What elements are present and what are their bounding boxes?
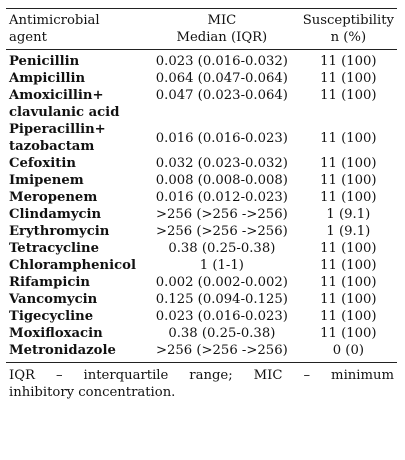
agent-name-line: Piperacillin+ <box>9 122 106 137</box>
table-row: Penicillin 0.023 (0.016-0.032) 11 (100) <box>6 50 397 71</box>
cell-susceptibility: 11 (100) <box>320 258 377 273</box>
cell-mic: 0.023 (0.016-0.023) <box>155 309 288 324</box>
agent-name-line: Meropenem <box>9 190 98 205</box>
agent-name-line: Ampicillin <box>9 71 86 86</box>
table-row: Moxifloxacin 0.38 (0.25-0.38) 11 (100) <box>6 325 397 342</box>
cell-mic: 0.125 (0.094-0.125) <box>155 292 288 307</box>
agent-name-line: Moxifloxacin <box>9 326 103 341</box>
cell-agent: Tetracycline <box>6 240 144 257</box>
footnote-line2: inhibitory concentration. <box>9 385 176 400</box>
cell-susceptibility: 11 (100) <box>320 326 377 341</box>
table-row: Cefoxitin 0.032 (0.023-0.032) 11 (100) <box>6 155 397 172</box>
cell-agent: Piperacillin+ tazobactam <box>6 121 144 155</box>
cell-agent: Vancomycin <box>6 291 144 308</box>
cell-mic: 0.032 (0.023-0.032) <box>155 156 288 171</box>
cell-susceptibility: 1 (9.1) <box>326 224 371 239</box>
agent-name-line: tazobactam <box>9 139 95 154</box>
cell-mic: 0.002 (0.002-0.002) <box>155 275 288 290</box>
cell-susceptibility: 11 (100) <box>320 241 377 256</box>
table-header: Antimicrobial agent MIC Median (IQR) Sus… <box>6 8 397 50</box>
table-row: Tetracycline 0.38 (0.25-0.38) 11 (100) <box>6 240 397 257</box>
cell-mic: >256 (>256 ->256) <box>155 207 288 222</box>
cell-susceptibility: 11 (100) <box>320 309 377 324</box>
cell-mic: 0.008 (0.008-0.008) <box>155 173 288 188</box>
agent-name-line: Clindamycin <box>9 207 102 222</box>
cell-susceptibility: 11 (100) <box>320 275 377 290</box>
cell-agent: Meropenem <box>6 189 144 206</box>
agent-name-line: Tetracycline <box>9 241 99 256</box>
agent-name-line: Chloramphenicol <box>9 258 136 273</box>
cell-susceptibility: 11 (100) <box>320 88 377 103</box>
cell-susceptibility: 11 (100) <box>320 71 377 86</box>
cell-agent: Chloramphenicol <box>6 257 144 274</box>
header-agent: Antimicrobial agent <box>6 9 144 50</box>
cell-agent: Amoxicillin+ clavulanic acid <box>6 87 144 121</box>
cell-susceptibility: 11 (100) <box>320 173 377 188</box>
agent-name-line: Cefoxitin <box>9 156 76 171</box>
agent-name-line: Imipenem <box>9 173 84 188</box>
agent-name-line: Erythromycin <box>9 224 110 239</box>
table-body: Penicillin 0.023 (0.016-0.032) 11 (100) Amp… <box>6 50 397 363</box>
header-susceptibility-line2: n (%) <box>330 30 367 45</box>
cell-mic: 0.016 (0.016-0.023) <box>155 130 288 146</box>
table-row: Amoxicillin+ clavulanic acid 0.047 (0.023-… <box>6 87 397 121</box>
table-row: Ampicillin 0.064 (0.047-0.064) 11 (100) <box>6 70 397 87</box>
cell-mic: 0.023 (0.016-0.032) <box>155 54 288 69</box>
agent-name-line: Penicillin <box>9 54 80 69</box>
cell-agent: Metronidazole <box>6 342 144 363</box>
cell-mic: 0.38 (0.25-0.38) <box>168 326 276 341</box>
table-row: Chloramphenicol 1 (1-1) 11 (100) <box>6 257 397 274</box>
header-agent-line1: Antimicrobial <box>9 13 100 28</box>
table-row: Metronidazole >256 (>256 ->256) 0 (0) <box>6 342 397 363</box>
cell-susceptibility: 11 (100) <box>320 54 377 69</box>
cell-agent: Moxifloxacin <box>6 325 144 342</box>
header-agent-line2: agent <box>9 30 47 45</box>
agent-name-line: Vancomycin <box>9 292 98 307</box>
table-row: Tigecycline 0.023 (0.016-0.023) 11 (100) <box>6 308 397 325</box>
header-mic-line1: MIC <box>207 13 237 28</box>
table-row: Clindamycin >256 (>256 ->256) 1 (9.1) <box>6 206 397 223</box>
footnote-line1: IQR – interquartile range; MIC – minimum <box>9 368 394 383</box>
mic-table: Antimicrobial agent MIC Median (IQR) Sus… <box>6 8 397 363</box>
table-row: Vancomycin 0.125 (0.094-0.125) 11 (100) <box>6 291 397 308</box>
cell-agent: Erythromycin <box>6 223 144 240</box>
document: Antimicrobial agent MIC Median (IQR) Sus… <box>6 0 401 401</box>
cell-mic: >256 (>256 ->256) <box>155 224 288 239</box>
cell-agent: Ampicillin <box>6 70 144 87</box>
agent-name-line: Metronidazole <box>9 343 116 358</box>
header-mic-line2: Median (IQR) <box>176 30 268 45</box>
table-row: Erythromycin >256 (>256 ->256) 1 (9.1) <box>6 223 397 240</box>
cell-agent: Rifampicin <box>6 274 144 291</box>
cell-agent: Penicillin <box>6 50 144 71</box>
table-row: Rifampicin 0.002 (0.002-0.002) 11 (100) <box>6 274 397 291</box>
table-row: Meropenem 0.016 (0.012-0.023) 11 (100) <box>6 189 397 206</box>
cell-mic: 0.047 (0.023-0.064) <box>155 88 288 103</box>
cell-agent: Cefoxitin <box>6 155 144 172</box>
cell-susceptibility: 11 (100) <box>320 156 377 171</box>
header-row: Antimicrobial agent MIC Median (IQR) Sus… <box>6 8 397 50</box>
header-mic: MIC Median (IQR) <box>144 9 300 50</box>
cell-agent: Imipenem <box>6 172 144 189</box>
table-row: Imipenem 0.008 (0.008-0.008) 11 (100) <box>6 172 397 189</box>
cell-susceptibility: 11 (100) <box>320 190 377 205</box>
cell-susceptibility: 0 (0) <box>332 343 364 358</box>
agent-name-line: Amoxicillin+ <box>9 88 104 103</box>
cell-susceptibility: 11 (100) <box>320 292 377 307</box>
cell-agent: Clindamycin <box>6 206 144 223</box>
cell-mic: >256 (>256 ->256) <box>155 343 288 358</box>
cell-susceptibility: 11 (100) <box>320 130 377 146</box>
cell-mic: 1 (1-1) <box>199 258 244 273</box>
cell-susceptibility: 1 (9.1) <box>326 207 371 222</box>
agent-name-line: clavulanic acid <box>9 105 120 120</box>
agent-name-line: Rifampicin <box>9 275 90 290</box>
agent-name-line: Tigecycline <box>9 309 94 324</box>
table-row: Piperacillin+ tazobactam 0.016 (0.016-0.02… <box>6 121 397 155</box>
table-footnote: IQR – interquartile range; MIC – minimum… <box>6 367 394 401</box>
header-susceptibility-line1: Susceptibility <box>302 13 394 28</box>
cell-mic: 0.38 (0.25-0.38) <box>168 241 276 256</box>
cell-mic: 0.016 (0.012-0.023) <box>155 190 288 205</box>
header-susceptibility: Susceptibility n (%) <box>300 9 397 50</box>
cell-agent: Tigecycline <box>6 308 144 325</box>
cell-mic: 0.064 (0.047-0.064) <box>155 71 288 86</box>
